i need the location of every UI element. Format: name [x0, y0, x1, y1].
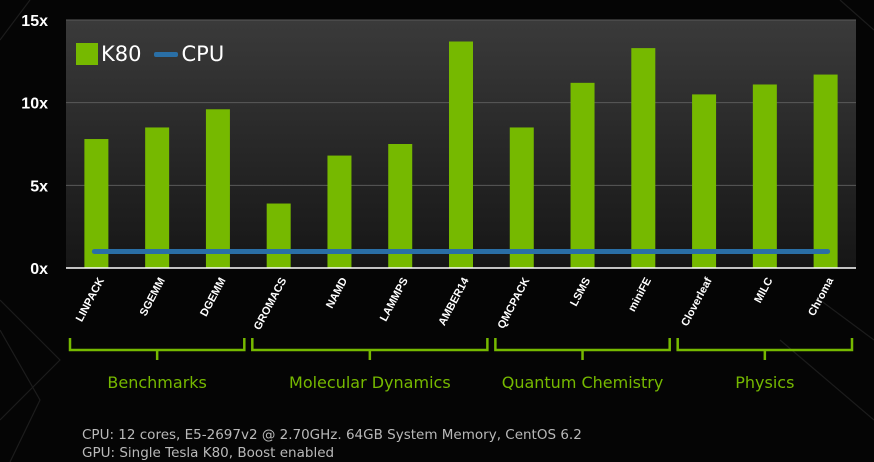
bar-gromacs: [266, 203, 291, 268]
k80-legend-label: K80: [101, 42, 142, 66]
group-bracket: [676, 338, 854, 360]
group-bracket: [68, 338, 246, 360]
y-axis-ticks: 0x 5x 10x 15x: [21, 13, 48, 278]
bar-minife: [631, 48, 656, 269]
y-tick-label: 0x: [30, 261, 48, 278]
gpu-footnote: GPU: Single Tesla K80, Boost enabled: [82, 445, 335, 461]
bar-dgemm: [205, 109, 230, 268]
k80-bars: [84, 41, 838, 269]
group-label: Benchmarks: [107, 373, 207, 392]
x-tick-label: Cloverleaf: [679, 275, 715, 328]
y-tick-label: 5x: [30, 178, 48, 195]
bar-milc: [752, 84, 777, 268]
bar-lsms: [570, 82, 595, 269]
x-tick-label: Chroma: [806, 275, 837, 318]
cpu-footnote: CPU: 12 cores, E5-2697v2 @ 2.70GHz. 64GB…: [82, 427, 582, 443]
x-tick-label: MILC: [752, 276, 775, 305]
group-bracket: [494, 338, 671, 360]
x-tick-label: LSMS: [568, 276, 593, 309]
cpu-legend-line: [153, 51, 178, 57]
group-label: Quantum Chemistry: [501, 373, 664, 392]
group-label: Physics: [735, 373, 795, 392]
group-brackets: [68, 338, 854, 360]
x-tick-label: QMCPACK: [496, 276, 533, 331]
x-tick-label: AMBER14: [436, 275, 472, 328]
x-tick-label: LAMMPS: [378, 276, 411, 324]
x-tick-label: miniFE: [626, 276, 654, 314]
x-tick-label: NAMD: [324, 276, 350, 311]
x-tick-label: SGEMM: [138, 276, 168, 318]
x-tick-label: GROMACS: [252, 276, 290, 332]
cpu-legend-label: CPU: [181, 42, 225, 66]
bar-linpack: [84, 139, 109, 268]
y-tick-label: 10x: [21, 96, 48, 113]
bar-amber14: [449, 41, 473, 268]
y-tick-label: 15x: [21, 13, 48, 30]
k80-legend-swatch: [76, 43, 98, 65]
group-label: Molecular Dynamics: [289, 373, 451, 392]
x-tick-label: DGEMM: [198, 276, 228, 319]
bar-chroma: [813, 74, 838, 268]
x-axis-labels: LINPACK SGEMM DGEMM GROMACS NAMD LAMMPS AMBER1…: [74, 275, 837, 332]
legend: K80 CPU: [76, 42, 224, 66]
group-bracket: [251, 338, 489, 360]
x-tick-label: LINPACK: [74, 276, 107, 324]
bar-cloverleaf: [692, 94, 717, 269]
bar-sgemm: [145, 127, 170, 268]
bar-qmcpack: [509, 127, 534, 268]
bar-lammps: [388, 144, 413, 268]
